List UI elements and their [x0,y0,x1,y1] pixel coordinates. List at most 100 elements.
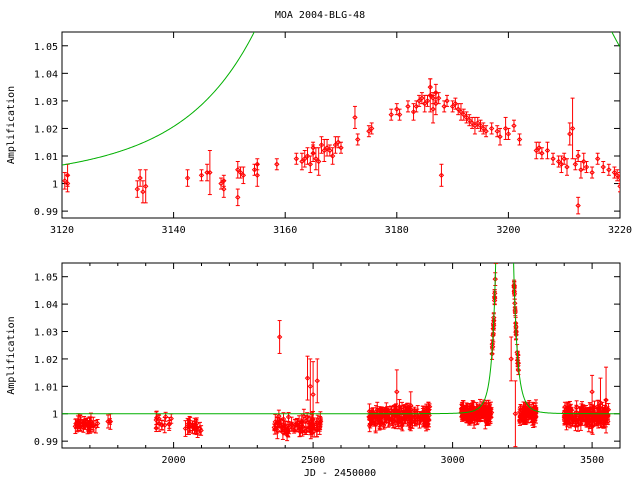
x-tick-label: 3160 [273,225,297,236]
data-point [402,406,408,412]
data-point [302,156,308,162]
data-point [511,284,517,290]
y-axis-label: Amplification [6,316,17,394]
data-point [355,136,361,143]
data-point [299,424,306,430]
data-point [313,156,319,162]
data-point [62,178,68,184]
data-point [388,111,394,118]
data-point [107,418,114,425]
data-point [567,405,573,411]
data-point [274,161,280,167]
data-point [474,409,481,416]
data-point [611,169,618,176]
data-point [297,429,303,435]
data-point [480,125,486,132]
data-point [617,183,620,190]
data-point [497,26,501,30]
data-point [477,122,484,129]
data-point [221,178,227,184]
data-point [594,156,601,162]
data-point [396,111,403,118]
plot-frame [61,31,621,219]
data-point [602,408,608,414]
data-point [134,186,141,192]
data-point [597,400,604,406]
data-point [419,95,425,101]
data-point [204,169,210,176]
data-point [314,378,320,384]
model-curve [62,32,620,166]
data-point [508,63,512,67]
data-point [310,391,316,398]
data-point [405,103,411,110]
y-tick-label: 0.99 [34,437,58,448]
y-tick-label: 1 [52,180,58,191]
data-point [509,149,513,153]
data-point [512,411,519,417]
y-tick-label: 1.01 [34,152,58,163]
data-point [510,206,514,210]
y-tick-label: 1.05 [34,42,58,53]
data-point [315,158,322,165]
data-point [511,122,517,129]
data-point [492,290,498,297]
data-point [84,423,91,429]
data-point [368,125,375,132]
x-tick-label: 3140 [162,225,186,236]
data-point [316,425,323,431]
data-point [307,161,314,167]
data-point [533,147,540,154]
data-point [490,332,496,339]
data-point [382,420,388,426]
x-tick-label: 3180 [385,225,409,236]
data-point [516,136,523,143]
data-point [455,106,461,112]
top-panel: 0.99 1 1.01 1.02 1.03 1.04 1.05 3120 3140 3160 318… [6,31,632,236]
data-point [438,172,445,178]
data-point [235,167,241,173]
data-point [496,112,500,116]
data-point [93,424,99,430]
data-point [388,407,394,414]
data-point [494,128,500,134]
data-point [285,414,292,420]
data-point [430,95,436,101]
y-tick-label: 0.99 [34,207,58,218]
data-point [488,406,494,412]
data-point [405,405,411,412]
x-tick-label: 3200 [496,225,520,236]
data-point [530,417,536,423]
data-point [466,117,473,123]
data-point [393,407,399,413]
data-point [77,417,83,424]
data-point [572,161,579,167]
x-tick-label: 2000 [162,455,186,466]
data-point [240,172,247,178]
data-point [197,425,203,432]
data-point [303,428,309,434]
y-tick-label: 1.05 [34,273,58,284]
plot-area [62,26,620,448]
data-point [589,389,595,395]
data-point [544,147,551,154]
data-point [394,389,400,395]
data-point [90,421,97,428]
data-point [487,415,494,421]
data-point [492,276,498,282]
plot-area [62,32,620,215]
data-point [137,175,143,181]
data-point [496,152,500,156]
data-point [379,408,385,414]
data-point [198,172,205,178]
y-tick-label: 1.02 [34,124,58,135]
y-axis-label: Amplification [6,86,17,164]
data-point [484,405,490,412]
data-point [425,404,432,410]
data-point [435,95,442,101]
data-point [539,150,545,156]
data-point [562,414,568,421]
data-point [458,109,464,115]
data-point [332,142,339,148]
data-point [284,430,290,437]
